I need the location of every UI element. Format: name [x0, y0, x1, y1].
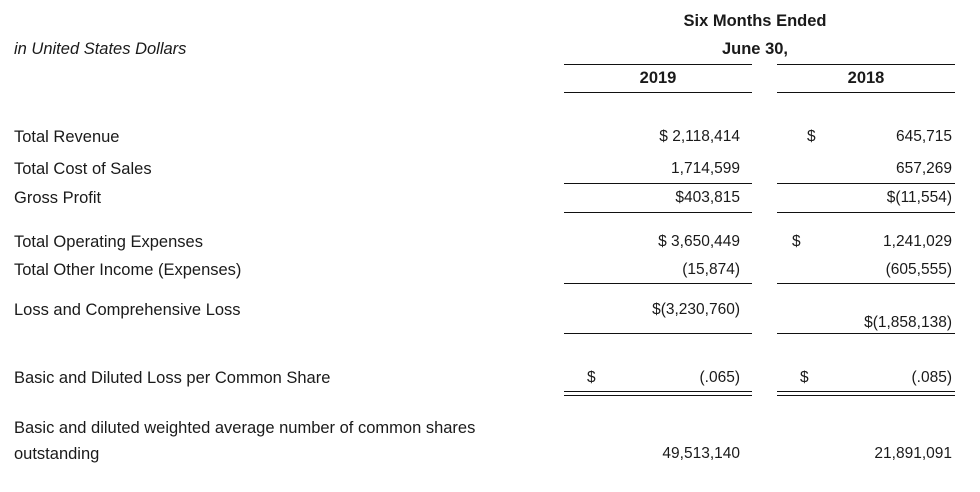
subtotal-rule-2019 — [564, 183, 752, 184]
period-header-line2: June 30, — [721, 40, 789, 58]
header-underline-2018 — [777, 92, 955, 93]
row-label-total-cost-of-sales: Total Cost of Sales — [14, 160, 152, 178]
eps-double-rule-2018-bottom — [777, 395, 955, 396]
value-2018-loss-and-comprehensive-loss: $(1,858,138) — [864, 314, 952, 331]
row-label-loss-and-comprehensive-loss: Loss and Comprehensive Loss — [14, 301, 241, 319]
row-label-total-revenue: Total Revenue — [14, 128, 120, 146]
other-income-rule-2019 — [564, 283, 752, 284]
row-label-loss-per-share: Basic and Diluted Loss per Common Share — [14, 369, 331, 387]
value-2018-total-revenue: 645,715 — [895, 128, 952, 145]
gross-profit-rule-2019 — [564, 212, 752, 213]
value-2018-weighted-shares: 21,891,091 — [874, 445, 952, 462]
subtotal-rule-2018 — [777, 183, 955, 184]
value-2018-total-other-income: (605,555) — [885, 261, 952, 278]
column-header-2018: 2018 — [847, 69, 885, 87]
row-label-gross-profit: Gross Profit — [14, 189, 102, 207]
value-2019-weighted-shares: 49,513,140 — [662, 445, 740, 462]
value-2019-total-operating-expenses: $ 3,650,449 — [658, 233, 740, 250]
row-label-total-operating-expenses: Total Operating Expenses — [14, 233, 203, 251]
value-2019-total-cost-of-sales: 1,714,599 — [671, 160, 740, 177]
currency-2018-loss-per-share: $ — [800, 369, 809, 386]
value-2018-gross-profit: $(11,554) — [886, 189, 952, 206]
currency-2019-loss-per-share: $ — [587, 369, 596, 386]
row-label-weighted-shares-line1: Basic and diluted weighted average numbe… — [14, 419, 476, 437]
other-income-rule-2018 — [777, 283, 955, 284]
period-header-line1: Six Months Ended — [683, 12, 827, 30]
eps-double-rule-2019-bottom — [564, 395, 752, 396]
gross-profit-rule-2018 — [777, 212, 955, 213]
net-loss-rule-2018 — [777, 333, 955, 334]
value-2018-total-operating-expenses: 1,241,029 — [883, 233, 952, 250]
row-label-total-other-income: Total Other Income (Expenses) — [14, 261, 242, 279]
currency-2018-total-operating-expenses: $ — [792, 233, 801, 250]
value-2018-loss-per-share: (.085) — [911, 369, 953, 386]
value-2019-loss-and-comprehensive-loss: $(3,230,760) — [652, 301, 740, 318]
header-underline-2019 — [564, 92, 752, 93]
eps-double-rule-2018-top — [777, 391, 955, 392]
net-loss-rule-2019 — [564, 333, 752, 334]
eps-double-rule-2019-top — [564, 391, 752, 392]
currency-caption: in United States Dollars — [14, 40, 187, 58]
header-rule-2019 — [564, 64, 752, 65]
row-label-weighted-shares-line2: outstanding — [14, 445, 100, 463]
header-rule-2018 — [777, 64, 955, 65]
value-2019-total-other-income: (15,874) — [682, 261, 740, 278]
value-2019-gross-profit: $403,815 — [675, 189, 740, 206]
value-2019-total-revenue: $ 2,118,414 — [659, 128, 740, 145]
value-2019-loss-per-share: (.065) — [699, 369, 741, 386]
currency-2018-total-revenue: $ — [807, 128, 816, 145]
value-2018-total-cost-of-sales: 657,269 — [895, 160, 952, 177]
column-header-2019: 2019 — [639, 69, 677, 87]
